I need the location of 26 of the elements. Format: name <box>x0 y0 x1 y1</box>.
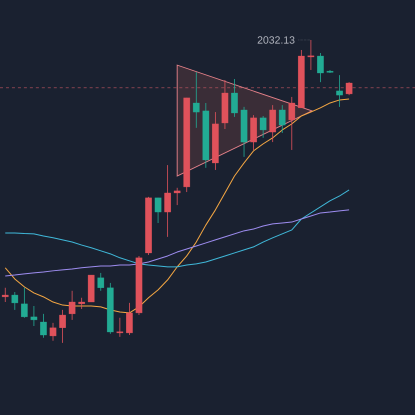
candlestick <box>260 116 266 138</box>
candlestick <box>288 96 296 150</box>
candlestick <box>12 292 18 310</box>
candlestick <box>50 322 56 342</box>
candlestick <box>97 272 104 292</box>
candlestick <box>192 72 200 128</box>
candlestick <box>40 313 47 338</box>
candlestick <box>174 187 180 206</box>
candlestick <box>164 164 171 238</box>
candlestick <box>269 104 276 142</box>
candlestick <box>308 40 314 70</box>
candlestick <box>68 290 76 320</box>
candlestick <box>116 317 124 338</box>
candlestick <box>21 287 28 318</box>
candlestick <box>346 82 352 96</box>
candlestick <box>30 306 38 326</box>
candlestick <box>126 302 133 336</box>
candlestick <box>154 197 162 224</box>
candlestick <box>2 287 9 302</box>
candlestick <box>336 74 343 108</box>
candlestick <box>231 78 238 118</box>
candlestick <box>59 309 66 344</box>
candlestick <box>317 52 324 82</box>
annotation: 2032.13 <box>258 36 294 44</box>
candlestick <box>78 297 85 310</box>
candlestick <box>278 104 286 134</box>
